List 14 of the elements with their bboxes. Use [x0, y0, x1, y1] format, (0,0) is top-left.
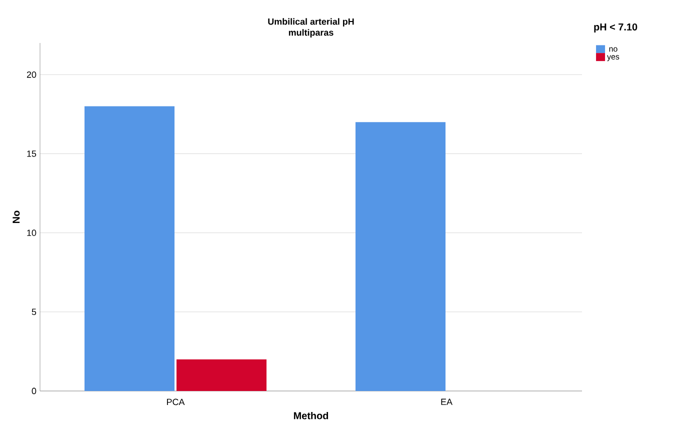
y-tick-label: 20: [26, 71, 36, 78]
x-tick-label: EA: [441, 398, 452, 405]
bar: [176, 359, 267, 391]
bar: [84, 106, 175, 391]
x-tick-label: PCA: [167, 398, 185, 406]
bar: [356, 122, 446, 391]
y-axis-title: No: [12, 210, 20, 223]
legend-title: pH < 7.10: [594, 23, 638, 32]
y-tick-label: 0: [32, 388, 36, 394]
x-axis-title: Method: [294, 412, 328, 420]
y-tick-label: 10: [27, 230, 36, 236]
chart-title: Umbilical arterial pH multiparas: [268, 18, 354, 38]
y-tick-label: 5: [32, 308, 36, 316]
y-tick-label: 15: [27, 150, 36, 157]
